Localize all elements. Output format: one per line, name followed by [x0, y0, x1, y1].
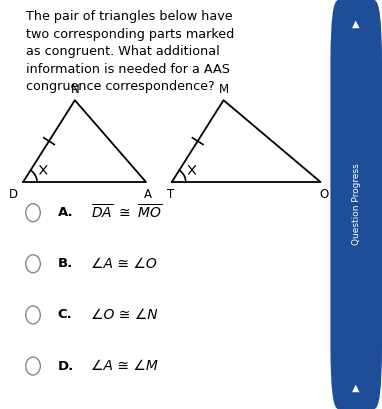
Text: The pair of triangles below have
two corresponding parts marked
as congruent. Wh: The pair of triangles below have two cor… [26, 10, 235, 93]
Text: T: T [167, 188, 174, 201]
Text: C.: C. [58, 308, 73, 321]
Text: ∠A ≅ ∠M: ∠A ≅ ∠M [91, 359, 158, 373]
FancyBboxPatch shape [330, 0, 382, 409]
Text: ∠O ≅ ∠N: ∠O ≅ ∠N [91, 308, 157, 322]
Text: N: N [70, 83, 79, 97]
Text: D: D [9, 188, 18, 201]
Text: A.: A. [58, 206, 73, 219]
Text: O: O [320, 188, 329, 201]
Text: $\overline{\mathit{DA}}\ \cong\ \overline{\mathit{MO}}$: $\overline{\mathit{DA}}\ \cong\ \overlin… [91, 204, 162, 222]
Text: D.: D. [58, 360, 74, 373]
Text: ▲: ▲ [353, 18, 360, 28]
Text: M: M [219, 83, 228, 97]
Text: Question Progress: Question Progress [352, 164, 361, 245]
Text: A: A [144, 188, 152, 201]
Text: ∠A ≅ ∠O: ∠A ≅ ∠O [91, 257, 157, 271]
Text: B.: B. [58, 257, 73, 270]
Text: ▲: ▲ [353, 383, 360, 393]
